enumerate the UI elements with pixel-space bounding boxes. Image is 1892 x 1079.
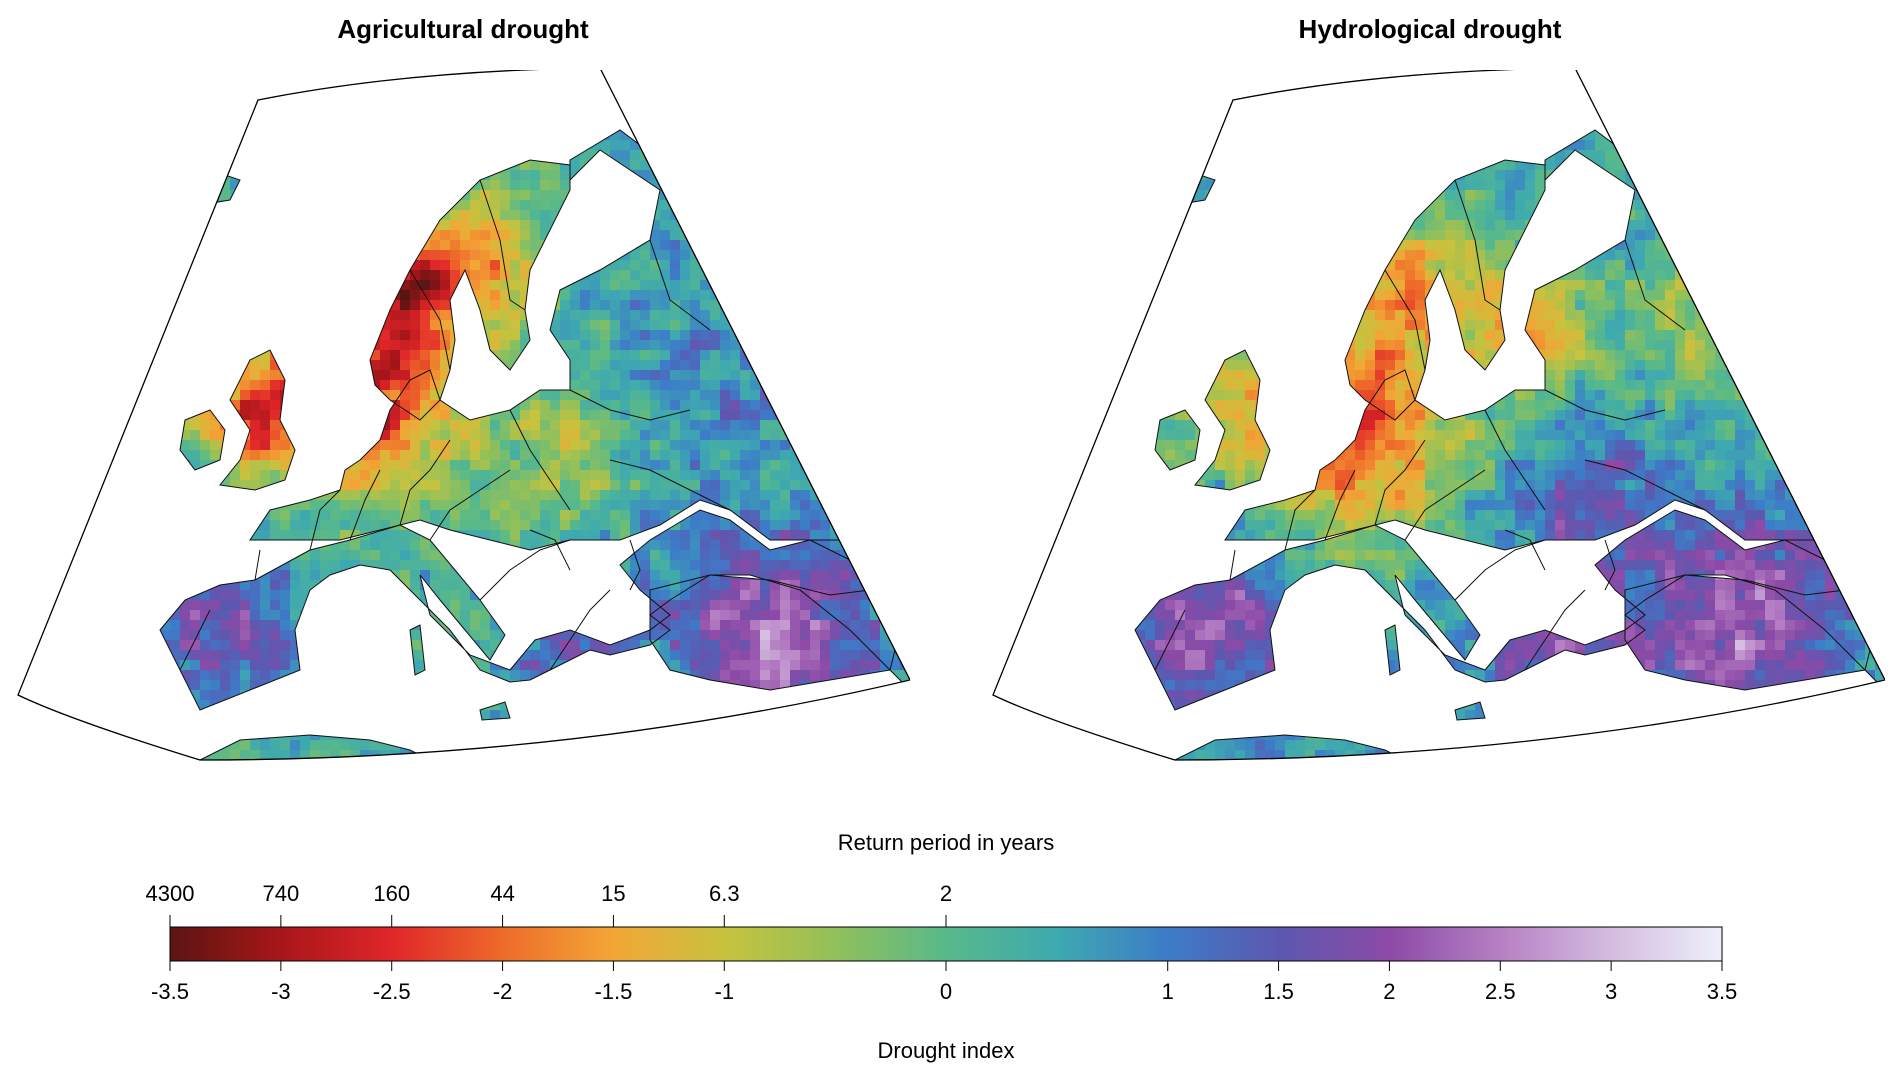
country-borders: [1154, 179, 1706, 671]
colorbar-legend: Return period in years 4300 740 160 44 15 6.3…: [146, 830, 1738, 1063]
index-tick-label: -2.5: [373, 979, 411, 1004]
border-line: [1374, 439, 1426, 526]
country-borders: [179, 179, 731, 671]
return-period-ticks: 4300 740 160 44 15 6.3 2: [146, 881, 952, 927]
border-line: [349, 469, 381, 541]
return-period-title: Return period in years: [838, 830, 1054, 855]
border-line: [429, 469, 511, 541]
border-line: [629, 539, 641, 591]
index-tick-label: -1.5: [594, 979, 632, 1004]
border-line: [1604, 539, 1616, 591]
hydrological-drought-map: [992, 70, 1885, 761]
index-tick-label: -3.5: [151, 979, 189, 1004]
index-tick-label: -3: [271, 979, 291, 1004]
index-tick-label: 2: [1383, 979, 1395, 1004]
border-line: [1404, 469, 1486, 541]
border-line: [1454, 179, 1501, 311]
border-line: [179, 609, 211, 671]
map-frame: [992, 70, 1885, 761]
return-tick-label: 6.3: [709, 881, 740, 906]
index-tick-label: 1.5: [1263, 979, 1294, 1004]
border-line: [479, 539, 571, 601]
border-line: [399, 439, 451, 526]
index-tick-label: -1: [715, 979, 735, 1004]
map-title-hydrological: Hydrological drought: [1298, 14, 1562, 44]
border-line: [609, 459, 731, 511]
border-line: [1454, 539, 1546, 601]
border-line: [509, 409, 571, 511]
index-tick-label: 0: [940, 979, 952, 1004]
index-tick-label: 3.5: [1707, 979, 1738, 1004]
border-line: [1229, 549, 1236, 581]
index-tick-label: -2: [493, 979, 513, 1004]
border-line: [1484, 409, 1546, 511]
agricultural-drought-map: [17, 70, 910, 761]
return-tick-label: 2: [940, 881, 952, 906]
return-tick-label: 15: [601, 881, 625, 906]
border-line: [1324, 469, 1356, 541]
map-cells: [1134, 129, 1885, 760]
return-tick-label: 740: [262, 881, 299, 906]
border-line: [1384, 269, 1426, 371]
border-line: [1504, 529, 1546, 571]
border-line: [1624, 239, 1686, 331]
border-line: [309, 489, 341, 551]
map-title-agricultural: Agricultural drought: [337, 14, 589, 44]
map-frame: [17, 70, 910, 761]
border-line: [1154, 609, 1186, 671]
return-tick-label: 160: [373, 881, 410, 906]
return-tick-label: 44: [490, 881, 514, 906]
map-cells: [159, 129, 910, 760]
drought-index-ticks: -3.5 -3 -2.5 -2 -1.5 -1 0 1 1.5 2 2.5 3 3.5: [151, 961, 1737, 1004]
border-line: [479, 179, 526, 311]
border-line: [1584, 459, 1706, 511]
border-line: [529, 529, 571, 571]
border-line: [649, 239, 711, 331]
border-line: [254, 549, 261, 581]
land-raster: [160, 130, 910, 760]
index-tick-label: 2.5: [1485, 979, 1516, 1004]
colorbar: [169, 926, 1723, 962]
index-tick-label: 3: [1605, 979, 1617, 1004]
border-line: [1524, 589, 1586, 671]
return-tick-label: 4300: [146, 881, 195, 906]
border-line: [1544, 389, 1666, 421]
index-tick-label: 1: [1162, 979, 1174, 1004]
land-raster: [1135, 130, 1885, 760]
drought-index-title: Drought index: [878, 1038, 1015, 1063]
border-line: [409, 269, 451, 371]
border-line: [1284, 489, 1316, 551]
border-line: [549, 589, 611, 671]
border-line: [569, 389, 691, 421]
